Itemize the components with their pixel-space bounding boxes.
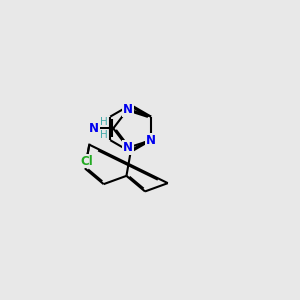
Text: N: N bbox=[89, 122, 99, 135]
Text: N: N bbox=[123, 103, 133, 116]
Text: N: N bbox=[146, 134, 156, 147]
Text: N: N bbox=[123, 141, 133, 154]
Text: H: H bbox=[100, 117, 107, 127]
Text: Cl: Cl bbox=[80, 154, 93, 167]
Text: H: H bbox=[100, 130, 107, 140]
